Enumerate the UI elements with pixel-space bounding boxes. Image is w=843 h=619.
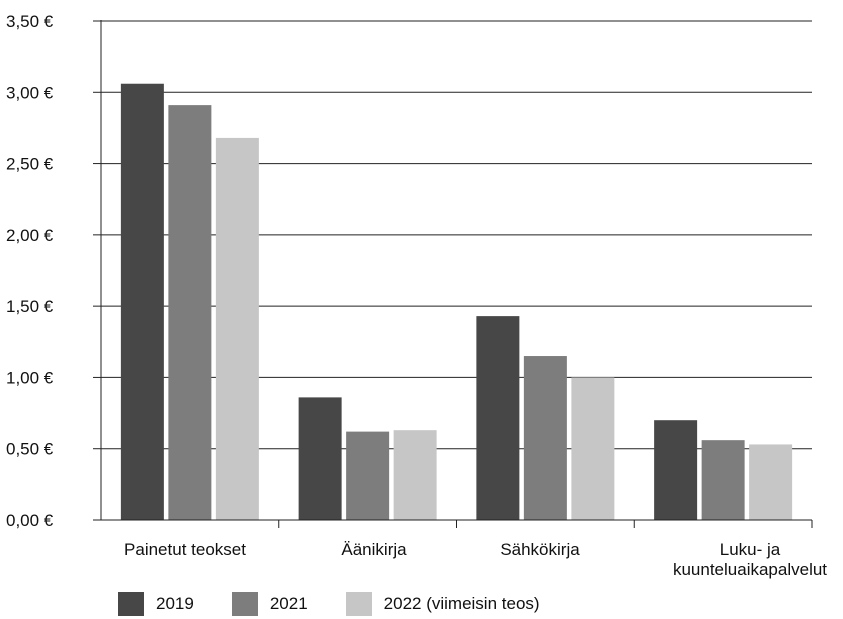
y-tick-label: 0,00 €	[6, 511, 54, 530]
y-tick-label: 0,50 €	[6, 440, 54, 459]
y-tick-label: 3,00 €	[6, 83, 54, 102]
legend-swatch	[231, 592, 258, 616]
axes	[100, 20, 813, 528]
bar-2022-1	[393, 430, 437, 520]
y-tick-label: 1,50 €	[6, 297, 54, 316]
legend-label: 2021	[269, 594, 308, 613]
legend-label: 2019	[156, 594, 194, 613]
category-label-line: kuunteluaikapalvelut	[673, 560, 827, 579]
bar-2021-0	[168, 105, 212, 521]
bar-2019-3	[654, 420, 698, 520]
bar-2021-3	[701, 440, 745, 520]
legend: 2019 2021 2022 (viimeisin teos)	[118, 592, 578, 616]
legend-item: 2019	[118, 592, 194, 616]
bar-2022-2	[571, 377, 615, 520]
category-label-line: Sähkökirja	[500, 540, 580, 559]
category-label: Luku- ja kuunteluaikapalvelut	[673, 540, 827, 579]
category-label: Painetut teokset	[124, 540, 246, 559]
y-tick-label: 1,00 €	[6, 368, 54, 387]
category-label-line: Painetut teokset	[124, 540, 246, 559]
bar-2022-3	[749, 444, 793, 520]
bar-2021-2	[523, 356, 567, 520]
bars	[120, 83, 793, 521]
legend-swatch	[118, 592, 144, 616]
bar-2019-0	[120, 83, 164, 520]
y-tick-label: 2,00 €	[6, 226, 54, 245]
category-label: Sähkökirja	[500, 540, 580, 559]
bar-2022-0	[215, 137, 259, 520]
legend-swatch	[345, 592, 372, 616]
legend-item: 2022 (viimeisin teos)	[345, 592, 540, 616]
x-axis-labels: Painetut teokset Äänikirja Sähkökirja Luku-…	[124, 540, 827, 579]
bar-2019-2	[476, 316, 520, 520]
y-tick-label: 2,50 €	[6, 155, 54, 174]
legend-label: 2022 (viimeisin teos)	[383, 594, 540, 613]
y-tick-label: 3,50 €	[6, 12, 54, 31]
bar-2019-1	[298, 397, 342, 520]
legend-item: 2021	[231, 592, 308, 616]
category-label-line: Luku- ja	[720, 540, 781, 559]
y-axis-ticks: 0,00 € 0,50 € 1,00 € 1,50 € 2,00 € 2,50 € 3,00…	[6, 12, 101, 530]
category-label: Äänikirja	[341, 540, 407, 559]
category-label-line: Äänikirja	[341, 540, 407, 559]
bar-2021-1	[346, 431, 390, 520]
